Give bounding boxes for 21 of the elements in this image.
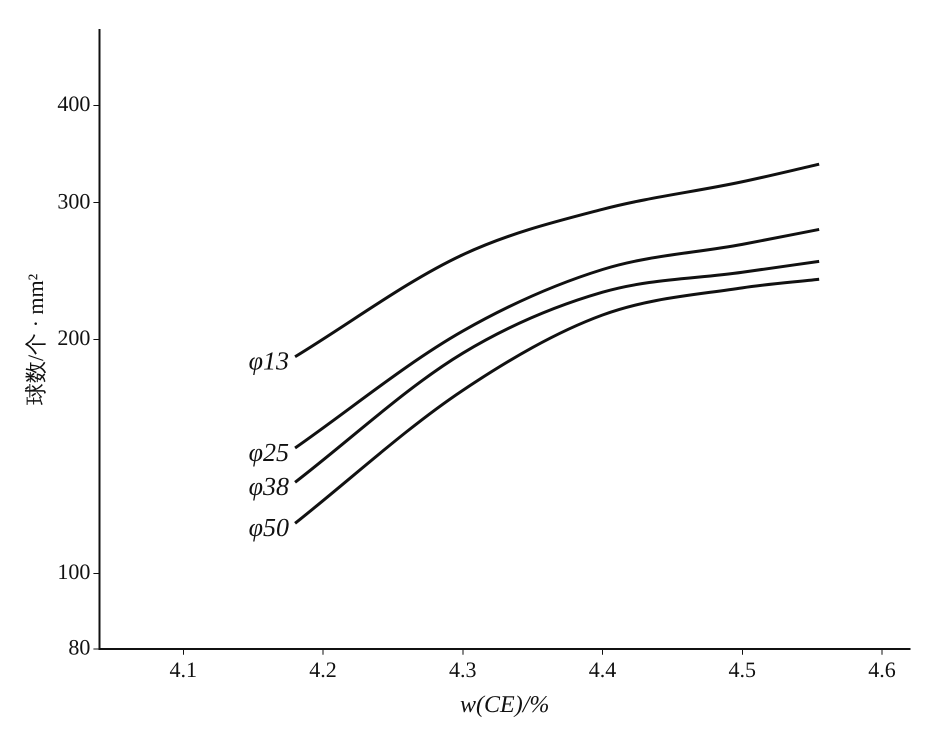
- line-series: [294, 260, 821, 484]
- series-label: φ50: [248, 513, 290, 542]
- x-axis-title: w(CE)/%: [460, 692, 550, 718]
- y-tick-label: 80: [68, 634, 90, 660]
- y-tick-label: 100: [57, 559, 90, 584]
- y-tick-label: 200: [57, 325, 90, 350]
- x-tick-label: 4.6: [868, 656, 896, 682]
- x-tick-label: 4.4: [588, 656, 616, 682]
- line-series: [294, 278, 821, 525]
- x-tick-label: 4.5: [728, 656, 756, 682]
- x-tick-label: 4.2: [309, 656, 337, 682]
- x-tick-label: 4.3: [449, 656, 477, 682]
- y-tick-label: 300: [57, 188, 90, 214]
- series-label: φ38: [248, 472, 290, 502]
- line-series: [294, 162, 821, 358]
- series-label: φ25: [248, 438, 290, 467]
- series-label: φ13: [248, 346, 290, 376]
- y-tick-label: 400: [57, 91, 90, 116]
- x-tick-label: 4.1: [170, 656, 198, 682]
- y-axis-title: 球数/个 · mm²: [22, 273, 48, 406]
- line-series: [294, 228, 821, 450]
